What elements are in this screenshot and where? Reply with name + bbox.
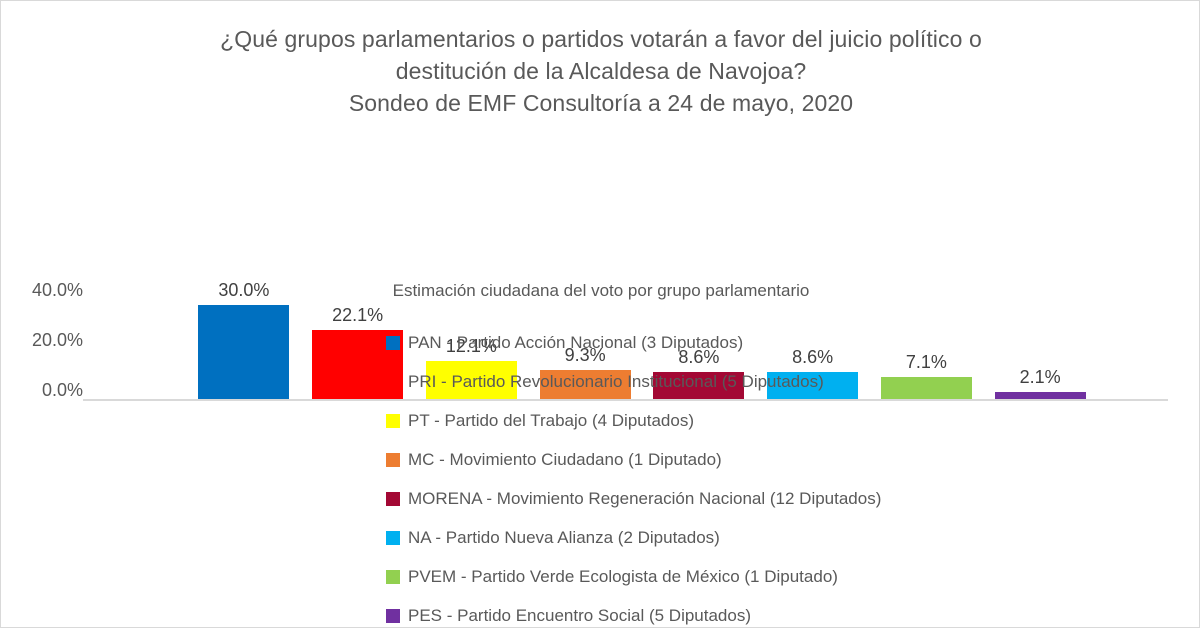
chart-legend: PAN - Partido Acción Nacional (3 Diputad… — [386, 323, 1186, 627]
legend-item-label: PES - Partido Encuentro Social (5 Diputa… — [408, 605, 752, 625]
legend-item-label: MC - Movimiento Ciudadano (1 Diputado) — [408, 449, 722, 469]
legend-item-pes[interactable]: PES - Partido Encuentro Social (5 Diputa… — [386, 596, 1186, 627]
legend-color-swatch-icon — [386, 452, 400, 467]
bar-value-label: 8.6% — [792, 347, 834, 368]
legend-item-morena[interactable]: MORENA - Movimiento Regeneración Naciona… — [386, 479, 1186, 518]
legend-item-pan[interactable]: PAN - Partido Acción Nacional (3 Diputad… — [386, 323, 1186, 362]
bar-value-label: 9.3% — [564, 344, 606, 365]
legend-item-label: PRI - Partido Revolucionario Institucion… — [408, 371, 824, 391]
x-axis-title: Estimación ciudadana del voto por grupo … — [392, 281, 810, 300]
y-axis-tick-40: 40.0% — [31, 280, 83, 300]
bar-mc[interactable] — [539, 369, 631, 399]
legend-item-mc[interactable]: MC - Movimiento Ciudadano (1 Diputado) — [386, 440, 1186, 479]
bar-pt[interactable] — [425, 361, 517, 399]
legend-item-pt[interactable]: PT - Partido del Trabajo (4 Diputados) — [386, 401, 1186, 440]
bar-group-pan[interactable]: 30.0% — [187, 241, 301, 399]
legend-item-label: NA - Partido Nueva Alianza (2 Diputados) — [408, 527, 720, 547]
bar-group-morena[interactable]: 8.6% — [642, 241, 756, 399]
legend-color-swatch-icon — [386, 374, 400, 389]
chart-title: ¿Qué grupos parlamentarios o partidos vo… — [1, 23, 1199, 119]
chart-title-line-3: Sondeo de EMF Consultoría a 24 de mayo, … — [348, 90, 854, 116]
plot-area: 40.0% 20.0% 0.0% 30.0% 22.1% 12.1% 9.3% 8.6%… — [1, 141, 1199, 401]
legend-color-swatch-icon — [386, 335, 400, 350]
bar-morena[interactable] — [653, 372, 745, 399]
y-axis-tick-20: 20.0% — [31, 330, 83, 350]
bar-value-label: 12.1% — [445, 336, 497, 357]
legend-color-swatch-icon — [386, 608, 400, 623]
legend-color-swatch-icon — [386, 569, 400, 584]
legend-color-swatch-icon — [386, 413, 400, 428]
bar-pan[interactable] — [198, 305, 290, 399]
legend-item-na[interactable]: NA - Partido Nueva Alianza (2 Diputados) — [386, 518, 1186, 557]
legend-color-swatch-icon — [386, 530, 400, 545]
chart-title-line-2: destitución de la Alcaldesa de Navojoa? — [395, 58, 807, 84]
legend-item-label: MORENA - Movimiento Regeneración Naciona… — [408, 488, 882, 508]
bar-group-pt[interactable]: 12.1% — [415, 241, 529, 399]
bar-group-pes[interactable]: 2.1% — [983, 241, 1097, 399]
legend-color-swatch-icon — [386, 491, 400, 506]
bar-value-label: 2.1% — [1019, 367, 1061, 388]
bar-group-mc[interactable]: 9.3% — [528, 241, 642, 399]
bar-group-pvem[interactable]: 7.1% — [870, 241, 984, 399]
bar-value-label: 7.1% — [905, 351, 947, 372]
bar-value-label: 22.1% — [332, 304, 384, 325]
legend-item-label: PAN - Partido Acción Nacional (3 Diputad… — [408, 332, 744, 352]
bar-na[interactable] — [767, 372, 859, 399]
bar-pvem[interactable] — [880, 376, 972, 399]
bar-pes[interactable] — [994, 392, 1086, 399]
x-axis-baseline — [83, 399, 1168, 401]
y-axis-tick-0: 0.0% — [41, 380, 83, 400]
legend-item-pvem[interactable]: PVEM - Partido Verde Ecologista de Méxic… — [386, 557, 1186, 596]
legend-item-pri[interactable]: PRI - Partido Revolucionario Institucion… — [386, 362, 1186, 401]
chart-title-line-1: ¿Qué grupos parlamentarios o partidos vo… — [220, 26, 982, 52]
bar-group-na[interactable]: 8.6% — [756, 241, 870, 399]
bar-value-label: 30.0% — [218, 280, 270, 301]
legend-item-label: PVEM - Partido Verde Ecologista de Méxic… — [408, 566, 838, 586]
bar-value-label: 8.6% — [678, 347, 720, 368]
legend-item-label: PT - Partido del Trabajo (4 Diputados) — [408, 410, 694, 430]
